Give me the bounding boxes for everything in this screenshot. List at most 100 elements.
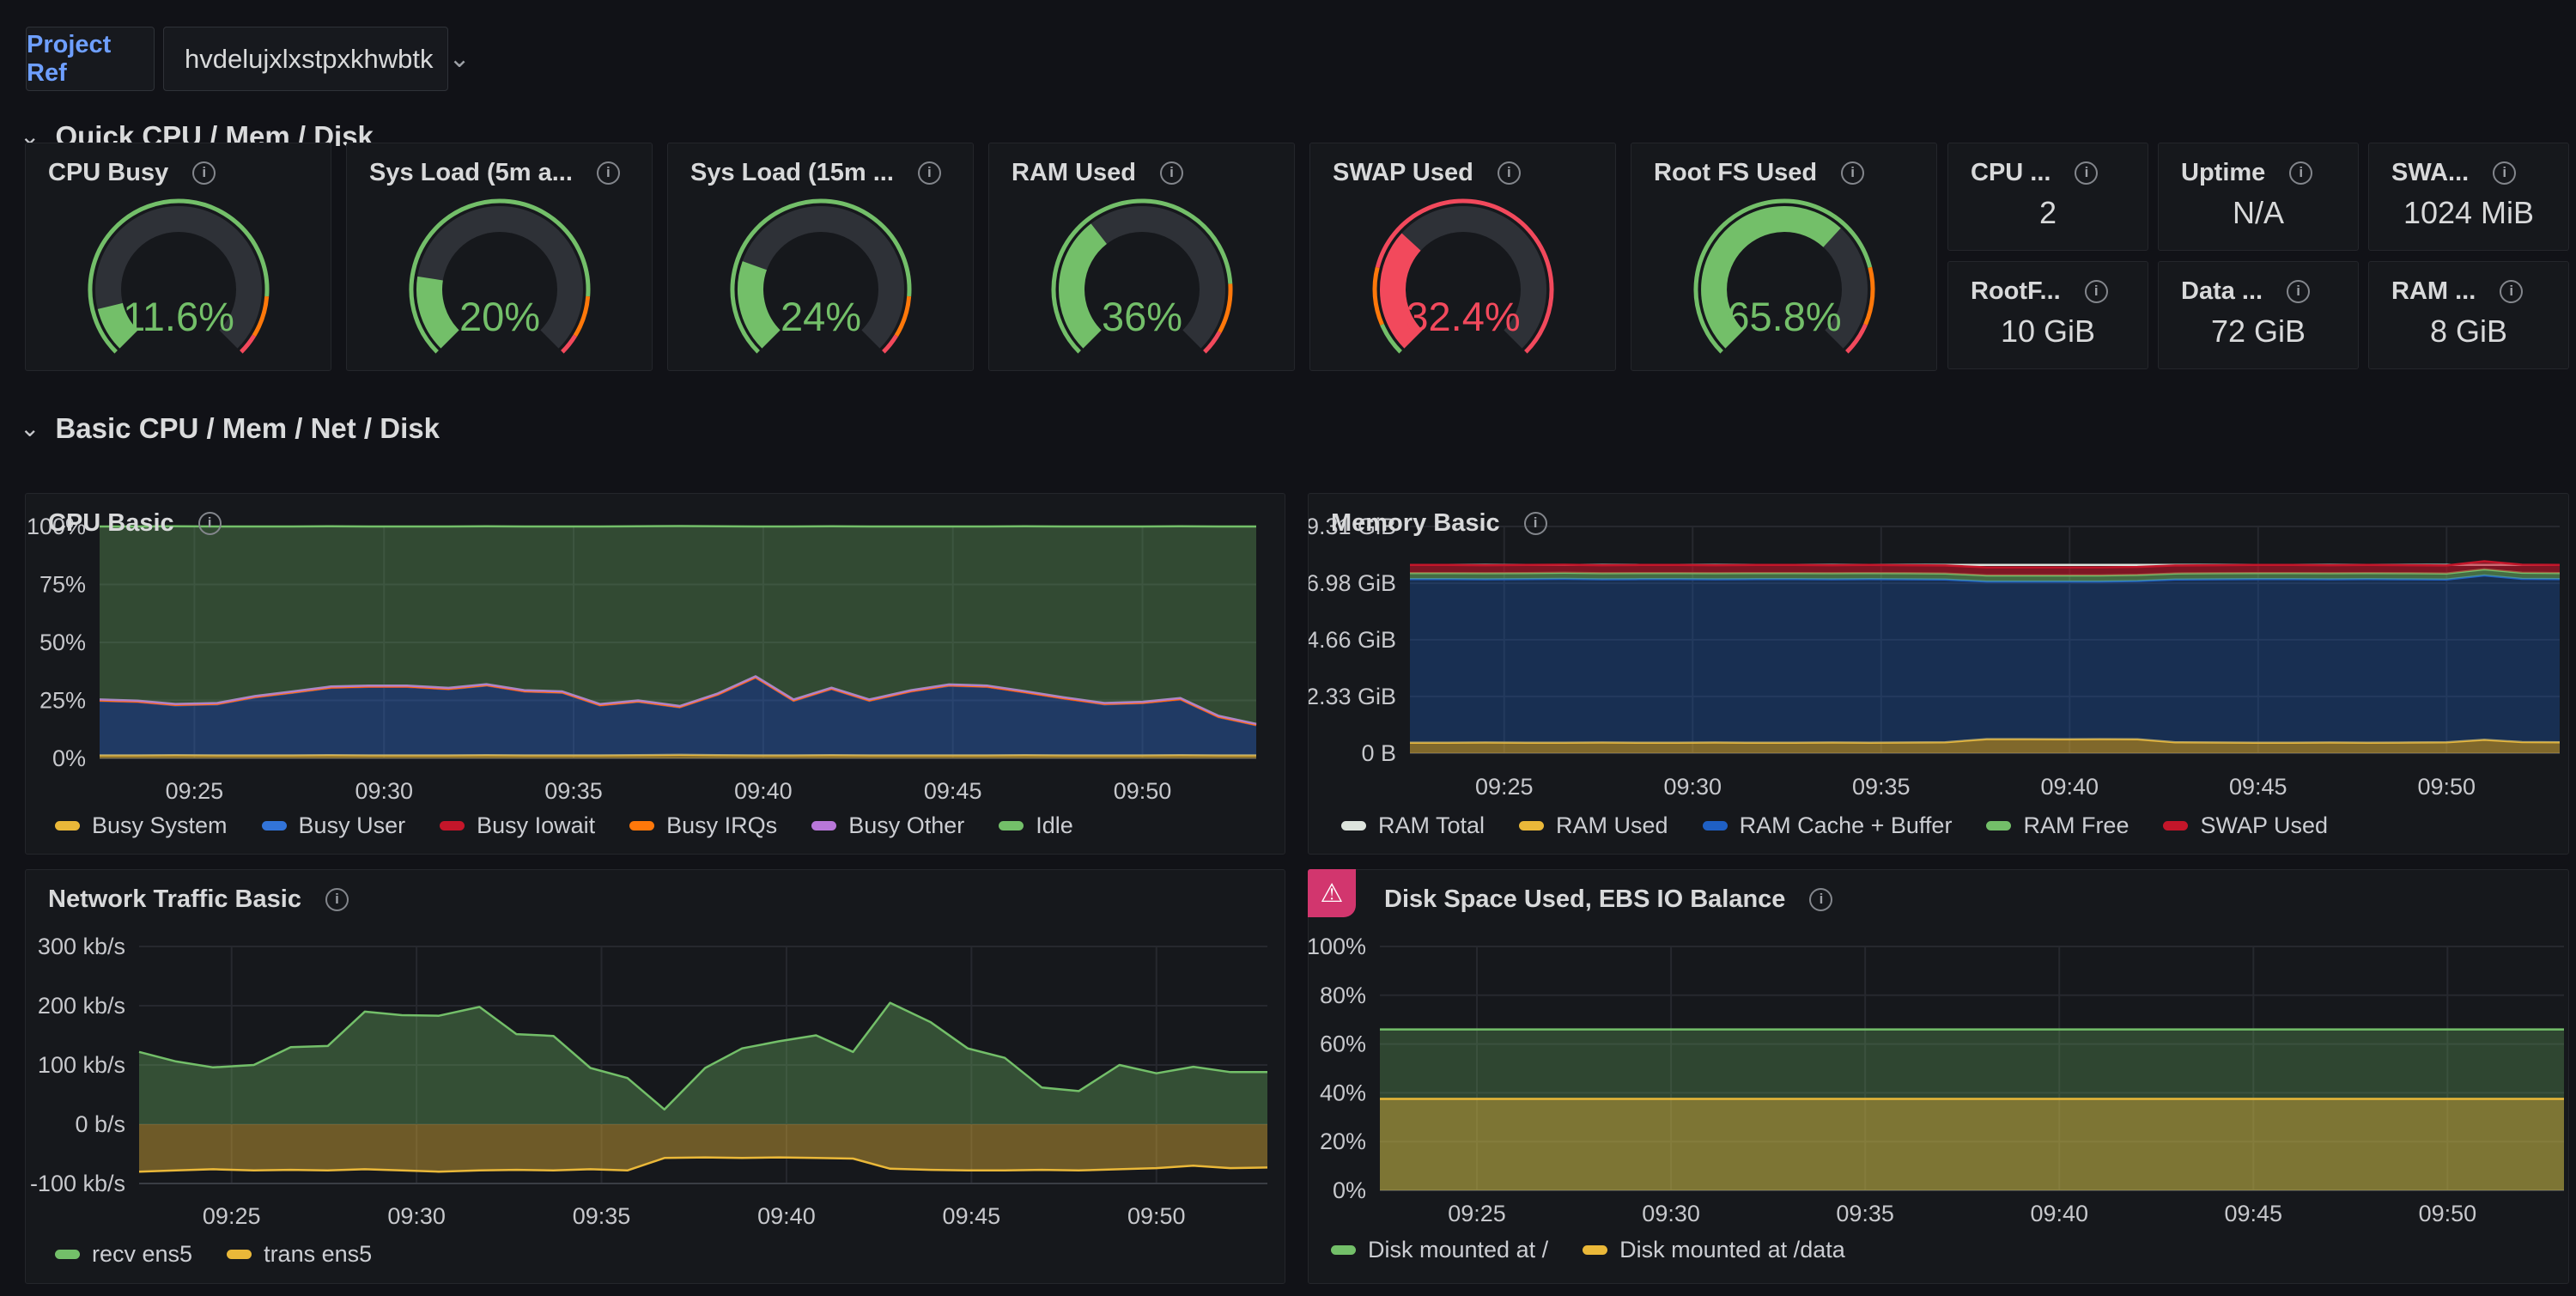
legend-item[interactable]: Disk mounted at /data [1583, 1237, 1845, 1263]
gauge: 36% [1030, 195, 1254, 358]
info-icon[interactable]: i [2085, 280, 2108, 303]
legend-item[interactable]: RAM Free [1986, 812, 2129, 839]
gauge-value: 20% [459, 294, 539, 339]
info-icon[interactable]: i [2287, 280, 2310, 303]
legend-label: Busy Iowait [477, 812, 595, 839]
panel-header[interactable]: Sys Load (15m ... i [690, 155, 941, 190]
legend-label: RAM Free [2023, 812, 2129, 839]
legend-item[interactable]: Idle [999, 812, 1073, 839]
info-icon[interactable]: i [2075, 161, 2098, 185]
legend-color-pill [2163, 821, 2188, 831]
svg-text:50%: 50% [39, 630, 86, 655]
legend-item[interactable]: recv ens5 [55, 1241, 192, 1268]
project-ref-dropdown[interactable]: hvdelujxlxstpxkhwbtk ⌄ [163, 27, 448, 91]
stat-value: 8 GiB [2369, 313, 2568, 350]
info-icon[interactable]: i [198, 512, 222, 535]
legend-item[interactable]: Busy User [262, 812, 406, 839]
svg-text:09:35: 09:35 [1852, 774, 1911, 800]
legend-item[interactable]: trans ens5 [227, 1241, 372, 1268]
panel-header[interactable]: Disk Space Used, EBS IO Balance i [1384, 882, 1832, 916]
panel-header[interactable]: CPU Basic i [48, 506, 222, 540]
panel-title: Uptime [2181, 159, 2265, 187]
info-icon[interactable]: i [1524, 512, 1547, 535]
info-icon[interactable]: i [1160, 161, 1183, 185]
disk-space-chart[interactable]: 09:2509:3009:3509:4009:4509:500%20%40%60… [1309, 870, 2570, 1285]
stat-panel-rootf-: RootF... i 10 GiB [1947, 261, 2148, 369]
legend-label: Busy Other [848, 812, 964, 839]
legend-color-pill [629, 821, 654, 831]
panel-header[interactable]: Root FS Used i [1654, 155, 1864, 190]
svg-text:09:25: 09:25 [1475, 774, 1534, 800]
warning-icon: ⚠ [1321, 879, 1344, 909]
svg-text:09:50: 09:50 [1127, 1203, 1186, 1229]
panel-network-traffic-basic: Network Traffic Basic i 09:2509:3009:350… [25, 869, 1285, 1284]
panel-title: RAM ... [2391, 277, 2476, 306]
info-icon[interactable]: i [325, 888, 349, 911]
panel-header[interactable]: Uptime i [2181, 155, 2312, 190]
legend-color-pill [999, 821, 1024, 831]
legend-item[interactable]: RAM Used [1519, 812, 1668, 839]
legend-label: Idle [1036, 812, 1073, 839]
svg-text:300 kb/s: 300 kb/s [38, 934, 125, 959]
legend-item[interactable]: RAM Cache + Buffer [1703, 812, 1953, 839]
panel-title: Root FS Used [1654, 159, 1817, 187]
legend-item[interactable]: Disk mounted at / [1331, 1237, 1548, 1263]
panel-header[interactable]: Network Traffic Basic i [48, 882, 349, 916]
panel-header[interactable]: CPU ... i [1971, 155, 2098, 190]
panel-header[interactable]: Data ... i [2181, 274, 2310, 308]
cpu-basic-chart[interactable]: 09:2509:3009:3509:4009:4509:500%25%50%75… [26, 494, 1286, 855]
info-icon[interactable]: i [192, 161, 216, 185]
legend-item[interactable]: Busy System [55, 812, 228, 839]
panel-header[interactable]: Sys Load (5m a... i [369, 155, 620, 190]
legend-item[interactable]: Busy Iowait [440, 812, 595, 839]
gauge-panel-sys-load-15m-: Sys Load (15m ... i 24% [667, 143, 974, 371]
info-icon[interactable]: i [1809, 888, 1832, 911]
svg-text:100%: 100% [1309, 934, 1366, 959]
info-icon[interactable]: i [2500, 280, 2523, 303]
gauge: 11.6% [67, 195, 290, 358]
chevron-down-icon: ⌄ [448, 44, 470, 74]
memory-basic-chart[interactable]: 09:2509:3009:3509:4009:4509:500 B2.33 Gi… [1309, 494, 2570, 855]
info-icon[interactable]: i [918, 161, 941, 185]
svg-text:25%: 25% [39, 688, 86, 714]
legend-color-pill [1341, 821, 1366, 831]
gauge-panel-swap-used: SWAP Used i 32.4% [1309, 143, 1616, 371]
info-icon[interactable]: i [597, 161, 620, 185]
legend-color-pill [1331, 1245, 1356, 1255]
gauge-value: 11.6% [123, 294, 234, 339]
memory-basic-legend: RAM Total RAM Used RAM Cache + Buffer RAM F… [1341, 812, 2328, 839]
svg-text:09:35: 09:35 [544, 778, 603, 804]
panel-header[interactable]: RAM ... i [2391, 274, 2523, 308]
legend-item[interactable]: Busy IRQs [629, 812, 777, 839]
variable-label-project-ref: Project Ref [26, 27, 155, 91]
info-icon[interactable]: i [2289, 161, 2312, 185]
section-basic-cpu-mem-net-disk[interactable]: ⌄ Basic CPU / Mem / Net / Disk [20, 412, 440, 445]
legend-label: Busy User [299, 812, 406, 839]
panel-header[interactable]: SWAP Used i [1333, 155, 1521, 190]
stat-value: 1024 MiB [2369, 195, 2568, 231]
network-traffic-chart[interactable]: 09:2509:3009:3509:4009:4509:50-100 kb/s0… [26, 870, 1286, 1285]
info-icon[interactable]: i [2493, 161, 2516, 185]
legend-label: RAM Cache + Buffer [1740, 812, 1953, 839]
panel-title: Sys Load (5m a... [369, 159, 573, 187]
legend-item[interactable]: Busy Other [811, 812, 964, 839]
svg-text:200 kb/s: 200 kb/s [38, 993, 125, 1019]
legend-label: RAM Used [1556, 812, 1668, 839]
panel-header[interactable]: RAM Used i [1012, 155, 1183, 190]
panel-disk-space-ebs: ⚠ Disk Space Used, EBS IO Balance i 09:2… [1308, 869, 2569, 1284]
legend-item[interactable]: RAM Total [1341, 812, 1485, 839]
stat-value: 2 [1948, 195, 2148, 231]
panel-header[interactable]: RootF... i [1971, 274, 2108, 308]
svg-text:09:30: 09:30 [355, 778, 413, 804]
svg-text:09:30: 09:30 [1663, 774, 1722, 800]
panel-alert-badge[interactable]: ⚠ [1308, 869, 1356, 917]
info-icon[interactable]: i [1498, 161, 1521, 185]
panel-header[interactable]: SWA... i [2391, 155, 2516, 190]
info-icon[interactable]: i [1841, 161, 1864, 185]
panel-header[interactable]: Memory Basic i [1331, 506, 1547, 540]
gauge-panel-root-fs-used: Root FS Used i 65.8% [1631, 143, 1937, 371]
panel-header[interactable]: CPU Busy i [48, 155, 216, 190]
svg-text:4.66 GiB: 4.66 GiB [1309, 627, 1396, 653]
legend-item[interactable]: SWAP Used [2163, 812, 2328, 839]
stat-panel-data-: Data ... i 72 GiB [2158, 261, 2359, 369]
